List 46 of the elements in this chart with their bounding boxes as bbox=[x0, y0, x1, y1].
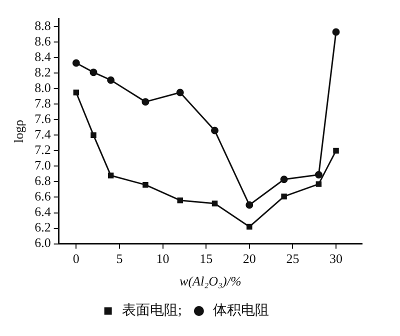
y-tick-label: 7.4 bbox=[34, 126, 52, 142]
x-tick-label: 20 bbox=[242, 251, 256, 266]
y-tick-label: 6.4 bbox=[34, 204, 52, 220]
point bbox=[316, 181, 322, 187]
y-tick-label: 8.2 bbox=[34, 64, 51, 80]
y-axis-title: logρ bbox=[11, 120, 26, 143]
point bbox=[90, 68, 98, 76]
point bbox=[73, 90, 80, 96]
point bbox=[90, 132, 96, 138]
y-tick-label: 8.0 bbox=[34, 80, 51, 96]
legend-label: 体积电阻 bbox=[212, 302, 269, 319]
y-tick-label: 6.6 bbox=[34, 188, 52, 204]
point bbox=[108, 172, 114, 178]
x-tick-label: 10 bbox=[156, 251, 170, 266]
point bbox=[332, 28, 340, 36]
x-tick-label: 5 bbox=[116, 251, 123, 266]
point bbox=[281, 194, 287, 200]
point bbox=[333, 148, 339, 154]
legend-label: 表面电阻; bbox=[122, 302, 182, 319]
point bbox=[246, 201, 254, 209]
x-tick-label: 15 bbox=[200, 251, 213, 266]
y-tick-label: 7.8 bbox=[34, 96, 51, 111]
point bbox=[314, 171, 322, 178]
y-tick-label: 8.8 bbox=[34, 18, 51, 33]
point bbox=[176, 88, 184, 96]
y-tick-label: 7.2 bbox=[34, 142, 51, 158]
point bbox=[177, 197, 183, 204]
x-tick-label: 25 bbox=[286, 251, 300, 266]
y-tick-label: 8.6 bbox=[34, 34, 52, 48]
point bbox=[246, 224, 252, 230]
point bbox=[211, 126, 219, 134]
point bbox=[212, 200, 218, 206]
point bbox=[142, 182, 148, 188]
y-tick-label: 8.4 bbox=[34, 49, 52, 64]
y-tick-label: 7.6 bbox=[34, 111, 52, 126]
x-tick-label: 30 bbox=[330, 251, 343, 266]
point bbox=[142, 98, 150, 106]
point bbox=[280, 176, 288, 184]
x-tick-label: 0 bbox=[72, 251, 80, 266]
y-tick-label: 6.0 bbox=[34, 235, 51, 250]
x-axis-title: w(Al₂O₃)/% bbox=[180, 274, 242, 289]
point bbox=[72, 59, 80, 67]
y-tick-label: 6.8 bbox=[34, 173, 51, 188]
y-tick-label: 7.0 bbox=[34, 158, 51, 173]
point bbox=[107, 76, 115, 84]
y-tick-label: 6.2 bbox=[34, 220, 51, 235]
